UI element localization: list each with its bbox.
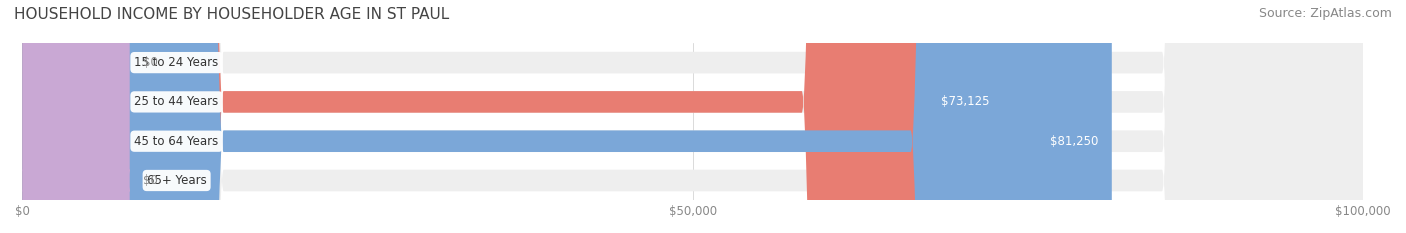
Text: 65+ Years: 65+ Years [146, 174, 207, 187]
Text: 45 to 64 Years: 45 to 64 Years [135, 135, 219, 148]
Text: 25 to 44 Years: 25 to 44 Years [135, 95, 219, 108]
FancyBboxPatch shape [22, 0, 1364, 233]
FancyBboxPatch shape [22, 0, 1364, 233]
Text: $73,125: $73,125 [941, 95, 990, 108]
FancyBboxPatch shape [22, 0, 1002, 233]
FancyBboxPatch shape [22, 0, 1364, 233]
Text: 15 to 24 Years: 15 to 24 Years [135, 56, 219, 69]
FancyBboxPatch shape [22, 0, 129, 233]
Text: $81,250: $81,250 [1050, 135, 1098, 148]
Text: HOUSEHOLD INCOME BY HOUSEHOLDER AGE IN ST PAUL: HOUSEHOLD INCOME BY HOUSEHOLDER AGE IN S… [14, 7, 450, 22]
Text: $0: $0 [143, 174, 157, 187]
Text: $0: $0 [143, 56, 157, 69]
FancyBboxPatch shape [22, 0, 1364, 233]
Text: Source: ZipAtlas.com: Source: ZipAtlas.com [1258, 7, 1392, 20]
FancyBboxPatch shape [22, 0, 129, 233]
FancyBboxPatch shape [22, 0, 1112, 233]
